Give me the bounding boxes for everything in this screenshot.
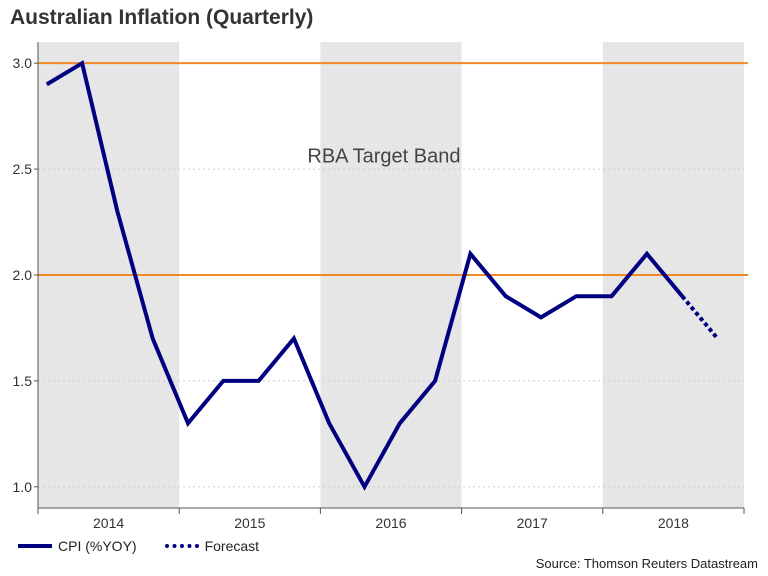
legend: CPI (%YOY) Forecast	[18, 538, 287, 554]
legend-label-cpi: CPI (%YOY)	[58, 538, 137, 554]
x-tick-label: 2015	[234, 515, 265, 531]
legend-item-cpi: CPI (%YOY)	[18, 538, 137, 554]
x-tick-label: 2014	[93, 515, 124, 531]
legend-label-forecast: Forecast	[204, 538, 260, 554]
gridlines	[34, 62, 744, 488]
source-note: Source: Thomson Reuters Datastream	[535, 556, 758, 571]
tick-labels: 1.0 1.5 2.0 2.5 3.0 2014 2015 2016 2017 2018	[13, 55, 690, 531]
legend-swatch-cpi	[18, 544, 52, 548]
axes	[37, 42, 745, 514]
x-tick-label: 2016	[375, 515, 406, 531]
series-line-forecast	[680, 294, 720, 340]
series-lines	[45, 60, 720, 491]
y-tick-label: 3.0	[13, 55, 33, 71]
x-tick-label: 2018	[658, 515, 689, 531]
y-tick-label: 2.5	[13, 161, 33, 177]
chart-title: Australian Inflation (Quarterly)	[10, 6, 314, 29]
y-tick-label: 1.0	[13, 479, 33, 495]
legend-swatch-forecast	[164, 544, 199, 548]
legend-item-forecast: Forecast	[164, 538, 260, 554]
y-tick-label: 1.5	[13, 373, 33, 389]
y-tick-label: 2.0	[13, 267, 33, 283]
target-band-annotation: RBA Target Band	[307, 146, 460, 168]
x-tick-label: 2017	[517, 515, 548, 531]
